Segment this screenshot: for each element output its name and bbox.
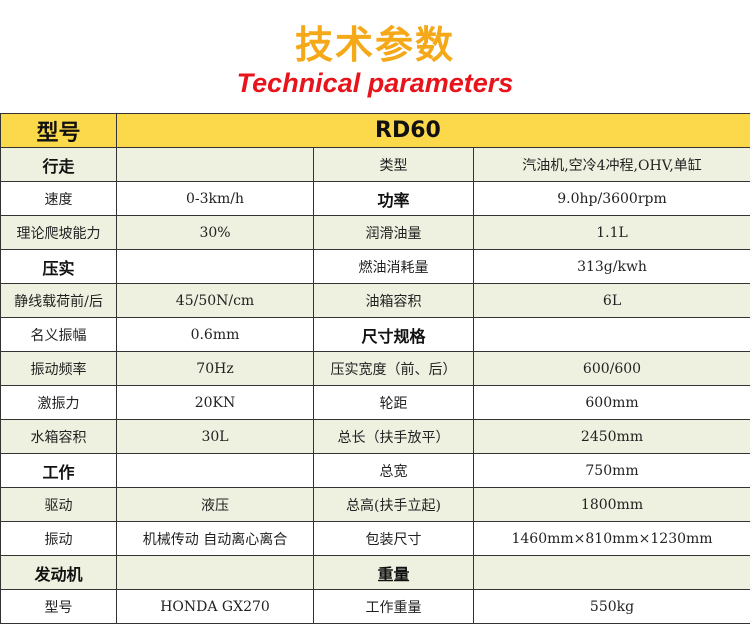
param-value: 1800mm (474, 488, 750, 522)
param-value: 0-3km/h (117, 182, 314, 216)
param-value: 9.0hp/3600rpm (474, 182, 750, 216)
param-label: 型号 (1, 590, 117, 624)
param-value (474, 556, 750, 590)
param-value: 600/600 (474, 352, 750, 386)
param-value (474, 318, 750, 352)
model-label: 型号 (1, 114, 117, 148)
param-value: 1.1L (474, 216, 750, 250)
param-label: 水箱容积 (1, 420, 117, 454)
param-label: 名义振幅 (1, 318, 117, 352)
table-row: 发动机 重量 (1, 556, 750, 590)
param-label: 静线载荷前/后 (1, 284, 117, 318)
param-label: 速度 (1, 182, 117, 216)
param-value: 0.6mm (117, 318, 314, 352)
param-value: 30L (117, 420, 314, 454)
param-label: 压实宽度（前、后） (314, 352, 474, 386)
param-label: 总高(扶手立起) (314, 488, 474, 522)
param-label: 工作重量 (314, 590, 474, 624)
param-label: 理论爬坡能力 (1, 216, 117, 250)
param-value: 汽油机,空冷4冲程,OHV,单缸 (474, 148, 750, 182)
header-row: 型号 RD60 (1, 114, 750, 148)
param-value: 600mm (474, 386, 750, 420)
param-value: 750mm (474, 454, 750, 488)
param-value: 70Hz (117, 352, 314, 386)
param-value: HONDA GX270 (117, 590, 314, 624)
param-value (117, 250, 314, 284)
param-value (117, 148, 314, 182)
param-label: 油箱容积 (314, 284, 474, 318)
param-value: 313g/kwh (474, 250, 750, 284)
param-label: 行走 (1, 148, 117, 182)
param-value (117, 454, 314, 488)
page-title: 技术参数 (0, 14, 750, 69)
param-label: 总长（扶手放平） (314, 420, 474, 454)
param-value: 45/50N/cm (117, 284, 314, 318)
param-value: 6L (474, 284, 750, 318)
param-label: 振动频率 (1, 352, 117, 386)
param-value: 机械传动 自动离心离合 (117, 522, 314, 556)
param-label: 尺寸规格 (314, 318, 474, 352)
param-value: 液压 (117, 488, 314, 522)
param-label: 驱动 (1, 488, 117, 522)
param-label: 润滑油量 (314, 216, 474, 250)
param-label: 包装尺寸 (314, 522, 474, 556)
param-value (117, 556, 314, 590)
param-label: 轮距 (314, 386, 474, 420)
param-label: 重量 (314, 556, 474, 590)
table-row: 驱动液压总高(扶手立起)1800mm (1, 488, 750, 522)
model-value: RD60 (117, 114, 750, 148)
param-label: 总宽 (314, 454, 474, 488)
param-label: 工作 (1, 454, 117, 488)
param-value: 20KN (117, 386, 314, 420)
param-label: 激振力 (1, 386, 117, 420)
param-label: 发动机 (1, 556, 117, 590)
param-label: 压实 (1, 250, 117, 284)
param-label: 类型 (314, 148, 474, 182)
table-row: 行走 类型汽油机,空冷4冲程,OHV,单缸 (1, 148, 750, 182)
page-subtitle: Technical parameters (0, 68, 750, 99)
param-value: 1460mm×810mm×1230mm (474, 522, 750, 556)
param-label: 振动 (1, 522, 117, 556)
param-value: 550kg (474, 590, 750, 624)
param-label: 燃油消耗量 (314, 250, 474, 284)
param-label: 功率 (314, 182, 474, 216)
param-value: 2450mm (474, 420, 750, 454)
param-value: 30% (117, 216, 314, 250)
